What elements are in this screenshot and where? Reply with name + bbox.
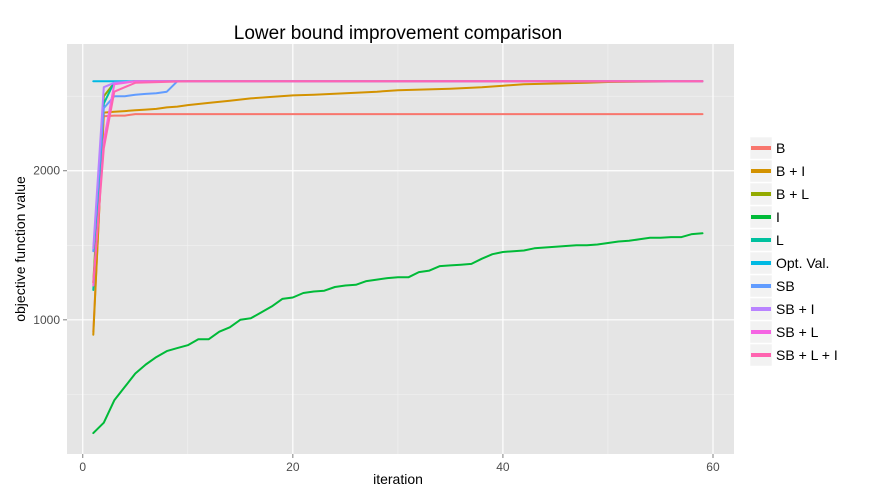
chart-title: Lower bound improvement comparison	[234, 23, 562, 44]
legend: B B + I B + L IL Opt. Val. SB SB + I SB + L SB +…	[749, 136, 838, 367]
x-axis-title: iteration	[373, 471, 423, 487]
y-axis-title: objective function value	[12, 176, 28, 322]
legend-label: SB + L	[776, 324, 819, 340]
legend-label: SB + L + I	[776, 347, 838, 363]
legend-label: B + L	[776, 186, 809, 202]
legend-label: SB	[776, 278, 795, 294]
legend-label: Opt. Val.	[776, 255, 829, 271]
legend-item-i: I	[749, 205, 780, 229]
legend-item-sb-l: SB + L	[749, 320, 819, 344]
legend-item-opt-val: Opt. Val.	[749, 251, 829, 275]
y-axis-ticks: 1000 2000	[33, 164, 67, 327]
y-tick-label: 1000	[33, 313, 60, 327]
legend-item-b-l: B + L	[749, 182, 809, 206]
legend-item-sb-i: SB + I	[749, 297, 815, 321]
legend-item-b-i: B + I	[749, 159, 805, 183]
series-line-sb-l-i	[92, 80, 704, 284]
series-line-b-i	[92, 80, 704, 336]
legend-item-sb-l-i: SB + L + I	[749, 343, 838, 367]
gridlines	[67, 44, 734, 454]
legend-item-b: B	[749, 136, 785, 160]
x-tick-label: 60	[706, 460, 720, 474]
legend-label: I	[776, 209, 780, 225]
x-tick-label: 40	[496, 460, 510, 474]
legend-label: B + I	[776, 163, 805, 179]
x-tick-label: 0	[79, 460, 86, 474]
legend-item-l: L	[749, 228, 784, 252]
x-tick-label: 20	[286, 460, 300, 474]
series-lines	[92, 80, 704, 435]
legend-label: SB + I	[776, 301, 815, 317]
series-line-i	[92, 232, 704, 435]
legend-label: L	[776, 232, 784, 248]
legend-label: B	[776, 140, 785, 156]
legend-item-sb: SB	[749, 274, 795, 298]
plot-panel	[67, 44, 734, 454]
x-axis-ticks: 0 20 40 60	[79, 454, 720, 474]
y-tick-label: 2000	[33, 164, 60, 178]
